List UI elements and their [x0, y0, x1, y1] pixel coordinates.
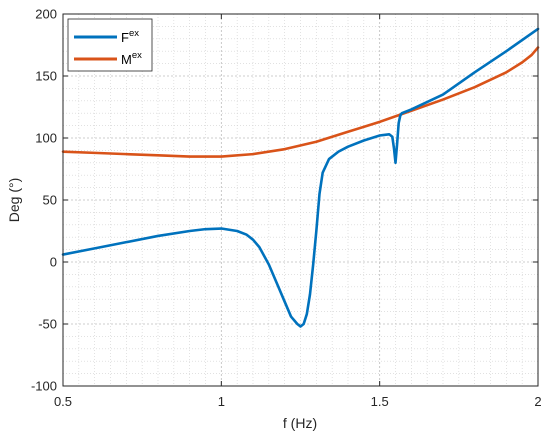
series-lines — [61, 27, 540, 328]
legend-label-mex-base: M — [121, 52, 132, 67]
series-line-fex — [61, 27, 540, 328]
y-tick-labels: -100 -50 0 50 100 150 200 — [31, 7, 57, 394]
x-axis-label: f (Hz) — [283, 415, 317, 431]
legend-box — [67, 18, 153, 72]
tick-marks — [62, 13, 539, 387]
y-tick-label: 100 — [35, 131, 57, 146]
legend-label-fex-base: F — [121, 30, 129, 45]
x-tick-label: 2 — [534, 394, 541, 409]
y-axis-label: Deg (°) — [6, 178, 22, 223]
legend-label-mex-sup: ex — [132, 50, 142, 61]
y-tick-label: 150 — [35, 69, 57, 84]
y-tick-label: -100 — [31, 379, 57, 394]
x-tick-label: 1.5 — [371, 394, 389, 409]
x-tick-labels: 0.5 1 1.5 2 — [54, 394, 542, 409]
series-line-mex — [61, 46, 540, 158]
y-tick-label: -50 — [38, 317, 57, 332]
legend-label-fex-sup: ex — [129, 28, 139, 39]
x-tick-label: 1 — [218, 394, 225, 409]
y-tick-label: 0 — [50, 255, 57, 270]
x-tick-label: 0.5 — [54, 394, 72, 409]
legend: Fex Mex — [67, 18, 153, 72]
y-tick-label: 50 — [43, 193, 57, 208]
legend-label-fex: Fex — [121, 28, 139, 45]
major-grid — [63, 14, 538, 386]
y-tick-label: 200 — [35, 7, 57, 22]
legend-label-mex: Mex — [121, 50, 142, 67]
